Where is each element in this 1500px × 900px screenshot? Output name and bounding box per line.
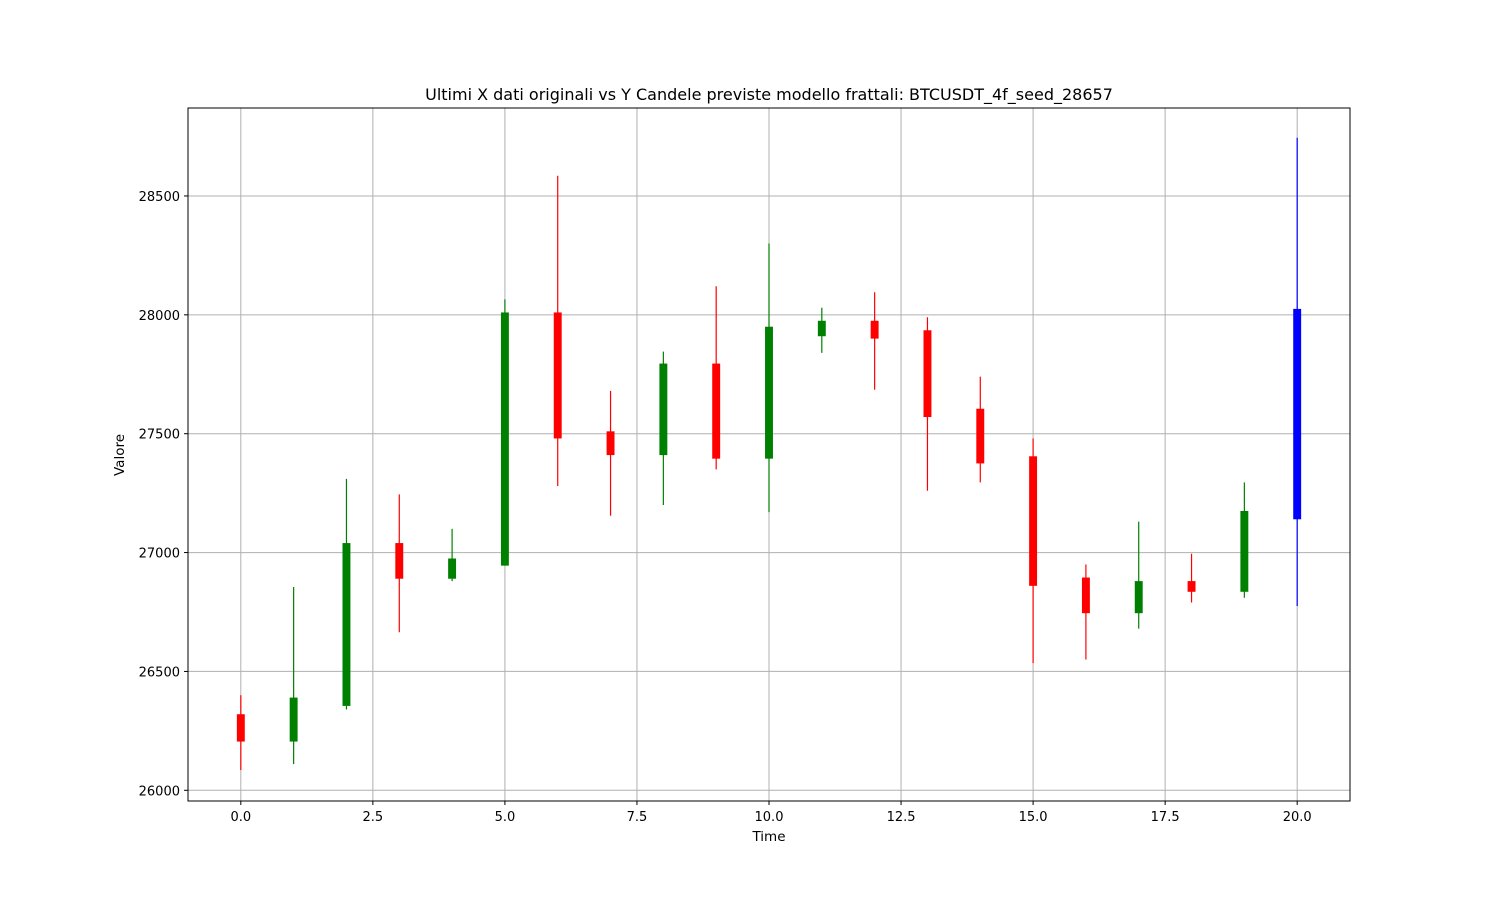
candle-body [236, 714, 245, 742]
candle-body [765, 326, 773, 459]
y-tick-label: 26500 [139, 665, 180, 680]
x-tick-label: 10.0 [755, 810, 784, 825]
candle-body [289, 697, 298, 742]
candle [500, 299, 509, 566]
candle-body [606, 431, 615, 456]
candle-body [1029, 456, 1038, 586]
x-tick-label: 20.0 [1283, 810, 1312, 825]
candles [236, 137, 1302, 771]
candle-body [712, 363, 721, 459]
candle [712, 286, 721, 470]
candle [606, 390, 615, 516]
candle-body [1081, 577, 1090, 614]
candle-body [923, 330, 932, 418]
candle-body [817, 320, 826, 337]
y-axis-label: Valore [112, 434, 128, 476]
candle [765, 243, 773, 513]
candle-body [395, 543, 404, 579]
candle [659, 351, 668, 506]
candle [976, 376, 985, 483]
candle [870, 292, 879, 390]
candle [289, 587, 298, 765]
x-tick-label: 12.5 [887, 810, 916, 825]
axis-ticks: 0.0 2.5 5.0 7.5 10.0 12.5 15.0 17.5 20.0 26000 265… [139, 190, 1312, 825]
y-tick-label: 28000 [139, 309, 180, 324]
candle [817, 307, 826, 353]
candle-body [1293, 308, 1302, 520]
candle [553, 175, 562, 486]
candle-body [553, 312, 562, 439]
candle [342, 478, 351, 710]
candle [1187, 553, 1196, 603]
y-tick-label: 27500 [139, 428, 180, 443]
y-tick-label: 28500 [139, 190, 180, 205]
x-tick-label: 5.0 [495, 810, 516, 825]
candle-body [448, 558, 457, 579]
candle [1081, 564, 1090, 660]
x-tick-label: 2.5 [363, 810, 384, 825]
candle-body [1240, 510, 1249, 592]
candle-body [1187, 581, 1196, 592]
candle [1240, 482, 1249, 598]
x-tick-label: 7.5 [627, 810, 648, 825]
x-tick-label: 15.0 [1019, 810, 1048, 825]
candle [1029, 438, 1038, 664]
chart-title: Ultimi X dati originali vs Y Candele pre… [425, 85, 1113, 105]
candle [1134, 521, 1143, 629]
y-tick-label: 27000 [139, 547, 180, 562]
candle-body [659, 363, 668, 456]
candle [395, 494, 404, 633]
candle-body [1134, 581, 1143, 614]
x-tick-label: 0.0 [230, 810, 251, 825]
predicted-candle [1293, 137, 1302, 607]
y-tick-label: 26000 [139, 784, 180, 799]
candle [923, 317, 932, 491]
x-tick-label: 17.5 [1151, 810, 1180, 825]
candle-body [870, 320, 879, 339]
candle-body [976, 408, 985, 464]
x-axis-label: Time [751, 829, 785, 845]
candle [448, 528, 457, 582]
candle-body [342, 543, 351, 706]
candle [236, 695, 245, 771]
candle-body [500, 312, 509, 566]
